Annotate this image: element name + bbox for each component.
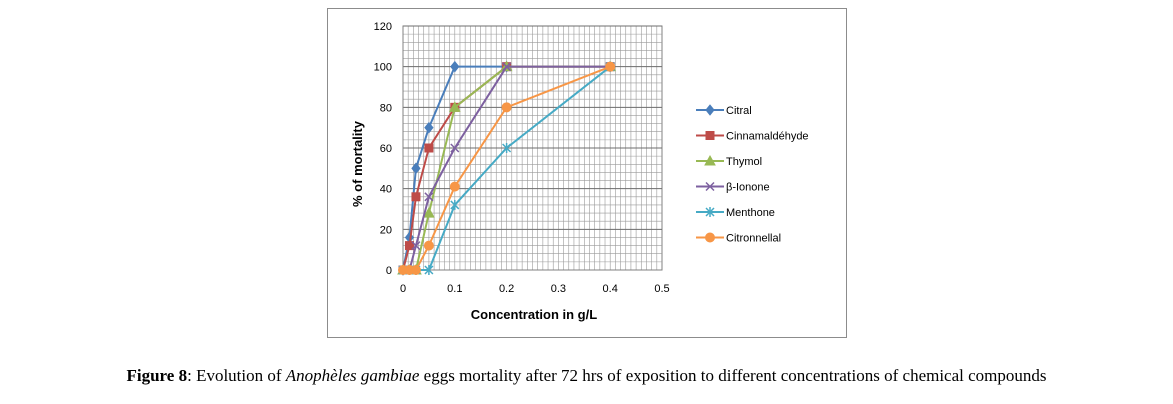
legend-label: Thymol xyxy=(726,156,762,168)
data-point-ionone-stroke xyxy=(411,241,421,251)
data-point-citral xyxy=(424,121,434,134)
legend-label: Menthone xyxy=(726,207,775,219)
figure-label: Figure 8 xyxy=(126,366,188,385)
legend-marker xyxy=(705,131,715,140)
chart-frame: 0 20 40 60 80 100 120 0 0.1 0.2 0.3 0.4 0.5 Citral Ci… xyxy=(327,8,847,338)
y-tick-label: 100 xyxy=(374,62,392,74)
data-point-citronnellal xyxy=(605,61,616,72)
caption-text-after: eggs mortality after 72 hrs of expositio… xyxy=(419,366,1047,385)
legend-item-menthone: Menthone xyxy=(696,207,775,219)
legend-label: Citral xyxy=(726,105,752,117)
axes: 0 20 40 60 80 100 120 0 0.1 0.2 0.3 0.4 0.5 xyxy=(374,21,670,295)
figure-caption: Figure 8: Evolution of Anophèles gambiae… xyxy=(0,366,1173,386)
y-tick-label: 20 xyxy=(380,224,392,236)
x-tick-label: 0.4 xyxy=(603,283,618,295)
y-tick-label: 0 xyxy=(386,265,392,277)
y-tick-label: 40 xyxy=(380,184,392,196)
y-tick-label: 80 xyxy=(380,102,392,114)
data-point-menthone xyxy=(450,199,460,210)
data-point-cinnamald-hyde xyxy=(411,192,421,202)
series-lines xyxy=(397,60,617,276)
data-point-ionone xyxy=(502,62,512,72)
legend-item-citral: Citral xyxy=(696,104,752,117)
data-point-citronnellal xyxy=(410,265,421,275)
legend-item-cinnamald-hyde: Cinnamaldéhyde xyxy=(696,131,809,143)
x-tick-label: 0.1 xyxy=(447,283,462,295)
data-point-thymol xyxy=(423,207,435,218)
y-tick-label: 60 xyxy=(380,143,392,155)
legend-marker xyxy=(705,181,715,192)
data-point-ionone-stroke xyxy=(502,62,512,72)
data-point-cinnamald-hyde xyxy=(424,143,434,153)
legend-label: β-Ionone xyxy=(726,182,770,194)
y-tick-label: 120 xyxy=(374,21,392,33)
x-axis-title: Concentration in g/L xyxy=(471,307,597,322)
legend-marker xyxy=(705,207,715,217)
legend: Citral Cinnamaldéhyde Thymol β-Ionone Mentho… xyxy=(696,104,809,245)
legend-marker xyxy=(704,154,716,166)
series-citronnellal xyxy=(398,61,616,275)
data-point-thymol xyxy=(448,101,461,112)
legend-label: Cinnamaldéhyde xyxy=(726,131,809,143)
data-point-citronnellal xyxy=(423,240,434,251)
legend-item-citronnellal: Citronnellal xyxy=(696,232,781,245)
species-name: Anophèles gambiae xyxy=(285,366,420,385)
legend-item-thymol: Thymol xyxy=(696,154,762,168)
data-point-citronnellal xyxy=(449,181,460,192)
data-point-cinnamald-hyde xyxy=(404,241,414,251)
y-axis-title: % of mortality xyxy=(350,120,365,207)
x-tick-label: 0.5 xyxy=(654,283,669,295)
data-point-citral xyxy=(450,60,460,73)
x-tick-label: 0 xyxy=(400,283,406,295)
data-point-ionone xyxy=(411,241,421,251)
data-point-ionone-stroke xyxy=(450,143,460,153)
legend-marker xyxy=(705,232,715,243)
data-point-ionone xyxy=(424,192,434,202)
data-point-menthone xyxy=(424,265,434,275)
legend-item-ionone: β-Ionone xyxy=(696,182,770,194)
data-point-citral xyxy=(411,162,421,175)
data-point-ionone-stroke xyxy=(424,192,434,202)
data-point-menthone xyxy=(502,143,512,153)
caption-text-before: : Evolution of xyxy=(187,366,286,385)
data-point-ionone xyxy=(450,143,460,153)
x-tick-label: 0.3 xyxy=(551,283,566,295)
data-point-citronnellal xyxy=(501,102,512,113)
x-tick-label: 0.2 xyxy=(499,283,514,295)
legend-marker xyxy=(705,104,715,116)
grid xyxy=(402,25,663,271)
legend-label: Citronnellal xyxy=(726,233,781,245)
legend-marker-stroke xyxy=(705,181,715,192)
